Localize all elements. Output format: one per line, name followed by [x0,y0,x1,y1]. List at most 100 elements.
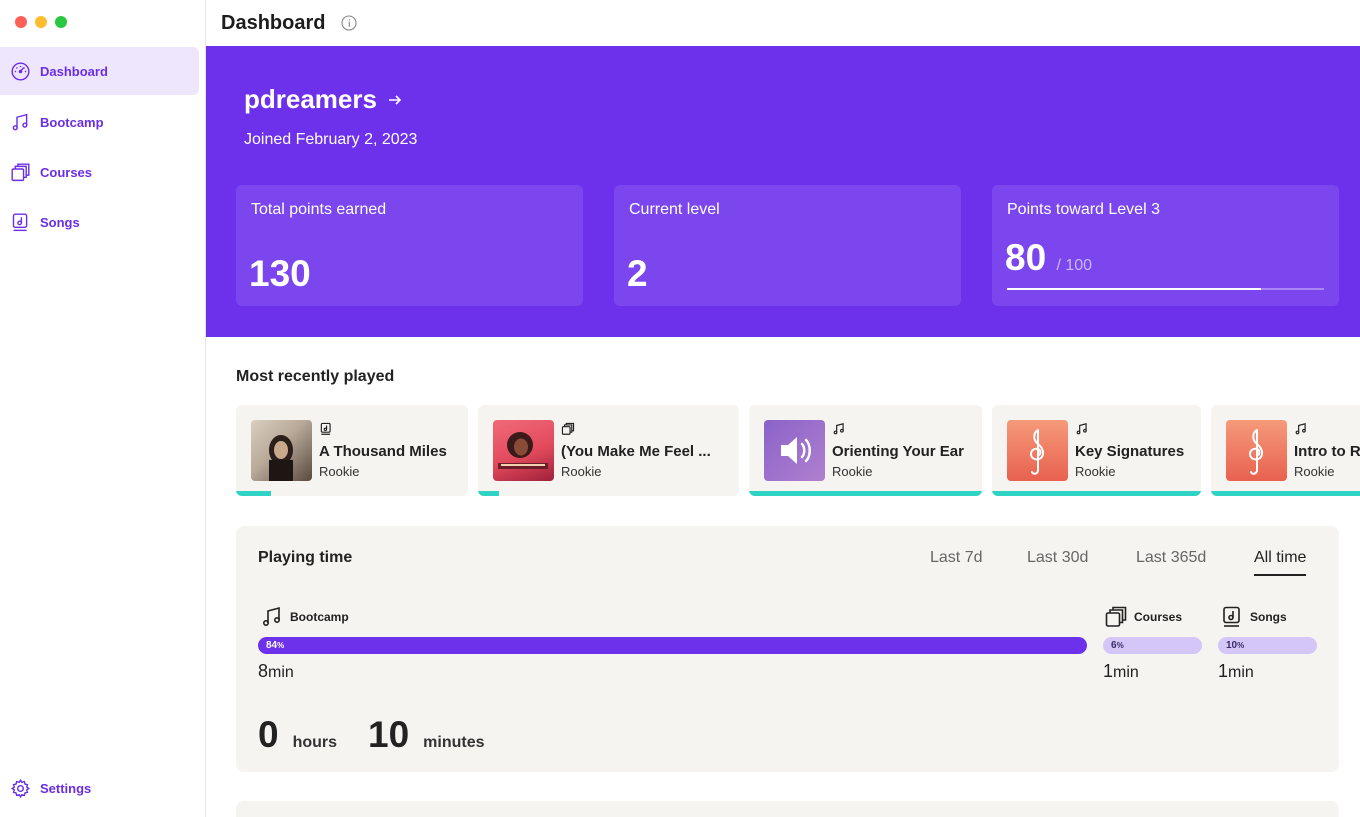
playing-time-title: Playing time [258,549,353,566]
album-art-thumbnail [493,420,554,481]
sidebar: Dashboard Bootcamp Courses Songs Setting… [0,0,206,817]
playing-time-panel: Playing time Last 7d Last 30d Last 365d … [236,526,1339,772]
category-label: Courses [1134,610,1183,624]
recent-item[interactable]: Intro to R Rookie [1211,405,1360,496]
recent-item[interactable]: A Thousand Miles Rookie [236,405,468,496]
username-link[interactable]: pdreamers [244,84,403,115]
lesson-thumbnail [1226,420,1287,481]
bar-percent: 6 [1111,640,1117,651]
window-controls [15,16,67,28]
song-icon [12,212,28,231]
song-icon [320,422,331,435]
close-window-button[interactable] [15,16,27,28]
points-toward-value: 80 / 100 [1005,237,1092,279]
category-label: Bootcamp [290,610,349,624]
bootcamp-time: 8min [258,661,294,682]
bar-percent: 10 [1226,640,1238,651]
current-level-card: Current level 2 [614,185,961,306]
tab-last-365d[interactable]: Last 365d [1136,549,1207,566]
lesson-thumbnail [764,420,825,481]
minutes-label: minutes [423,734,485,751]
courses-bar: 6% [1103,637,1202,654]
current-level-value: 2 [627,253,648,294]
total-points-value: 130 [249,253,311,294]
recent-item-level: Rookie [319,464,360,479]
bar-percent-sign: % [1237,641,1245,650]
stat-label: Current level [629,201,720,218]
courses-time: 1min [1103,661,1139,682]
recent-item-progress [992,491,1201,496]
joined-date: Joined February 2, 2023 [244,131,418,148]
bootcamp-bar: 84% [258,637,1087,654]
total-points-card: Total points earned 130 [236,185,583,306]
tab-last-7d[interactable]: Last 7d [930,549,983,566]
category-label: Songs [1250,610,1287,624]
username: pdreamers [244,84,377,114]
recent-item[interactable]: Orienting Your Ear Rookie [749,405,982,496]
sidebar-item-dashboard[interactable]: Dashboard [0,47,199,95]
level-progress-bar [1007,288,1324,290]
recent-item-level: Rookie [832,464,873,479]
sidebar-item-label: Settings [40,780,92,796]
sidebar-item-courses[interactable]: Courses [0,148,199,196]
sidebar-item-bootcamp[interactable]: Bootcamp [0,98,199,146]
music-note-icon [1076,422,1087,435]
points-current: 80 [1005,237,1047,278]
stat-label: Points toward Level 3 [1007,201,1160,218]
time-value: 1 [1103,661,1114,681]
stacked-cards-icon [11,162,30,181]
total-hours: 0 hours [258,714,337,756]
points-max: / 100 [1056,257,1093,274]
music-note-icon [833,422,844,435]
tab-all-time[interactable]: All time [1254,549,1307,576]
gauge-icon [11,61,30,81]
music-note-icon [1295,422,1306,435]
lesson-thumbnail [1007,420,1068,481]
recent-item-title: Key Signatures [1075,443,1185,460]
music-note-icon [262,606,281,627]
sidebar-item-songs[interactable]: Songs [0,198,199,246]
sidebar-item-label: Dashboard [40,63,108,79]
recent-item-level: Rookie [1294,464,1335,479]
recent-item-progress [1211,491,1360,496]
total-minutes: 10 minutes [368,714,485,756]
recent-item-progress [749,491,982,496]
bar-percent: 84 [266,640,278,651]
time-unit: min [1228,664,1254,681]
sidebar-item-settings[interactable]: Settings [0,764,199,812]
recent-item-title: A Thousand Miles [319,443,447,460]
courses-category: Courses [1104,605,1182,629]
bootcamp-category: Bootcamp [260,605,349,629]
recent-item-level: Rookie [561,464,602,479]
stacked-cards-icon [561,422,575,435]
recent-item[interactable]: (You Make Me Feel ... Rookie [478,405,739,496]
sidebar-item-label: Songs [40,214,80,230]
zoom-window-button[interactable] [55,16,67,28]
recent-item[interactable]: Key Signatures Rookie [992,405,1201,496]
recent-item-level: Rookie [1075,464,1116,479]
songs-bar: 10% [1218,637,1317,654]
songs-category: Songs [1220,605,1287,629]
recent-item-title: (You Make Me Feel ... [561,443,711,460]
sidebar-item-label: Bootcamp [40,114,104,130]
minimize-window-button[interactable] [35,16,47,28]
music-note-icon [12,113,28,130]
recent-item-progress [478,491,499,496]
stat-label: Total points earned [251,201,387,218]
header: Dashboard [206,0,1360,46]
songs-time: 1min [1218,661,1254,682]
speaker-icon [781,437,811,464]
tab-last-30d[interactable]: Last 30d [1027,549,1089,566]
minutes-value: 10 [368,714,410,755]
time-value: 1 [1218,661,1229,681]
time-unit: min [268,664,294,681]
hours-value: 0 [258,714,279,755]
recent-item-title: Orienting Your Ear [832,443,964,460]
info-icon[interactable] [341,15,358,31]
profile-hero: pdreamers Joined February 2, 2023 Total … [206,46,1360,337]
treble-clef-icon [1248,429,1264,475]
treble-clef-icon [1029,429,1045,475]
level-progress-fill [1007,288,1261,290]
song-icon [1223,606,1240,627]
page-title: Dashboard [221,11,326,34]
